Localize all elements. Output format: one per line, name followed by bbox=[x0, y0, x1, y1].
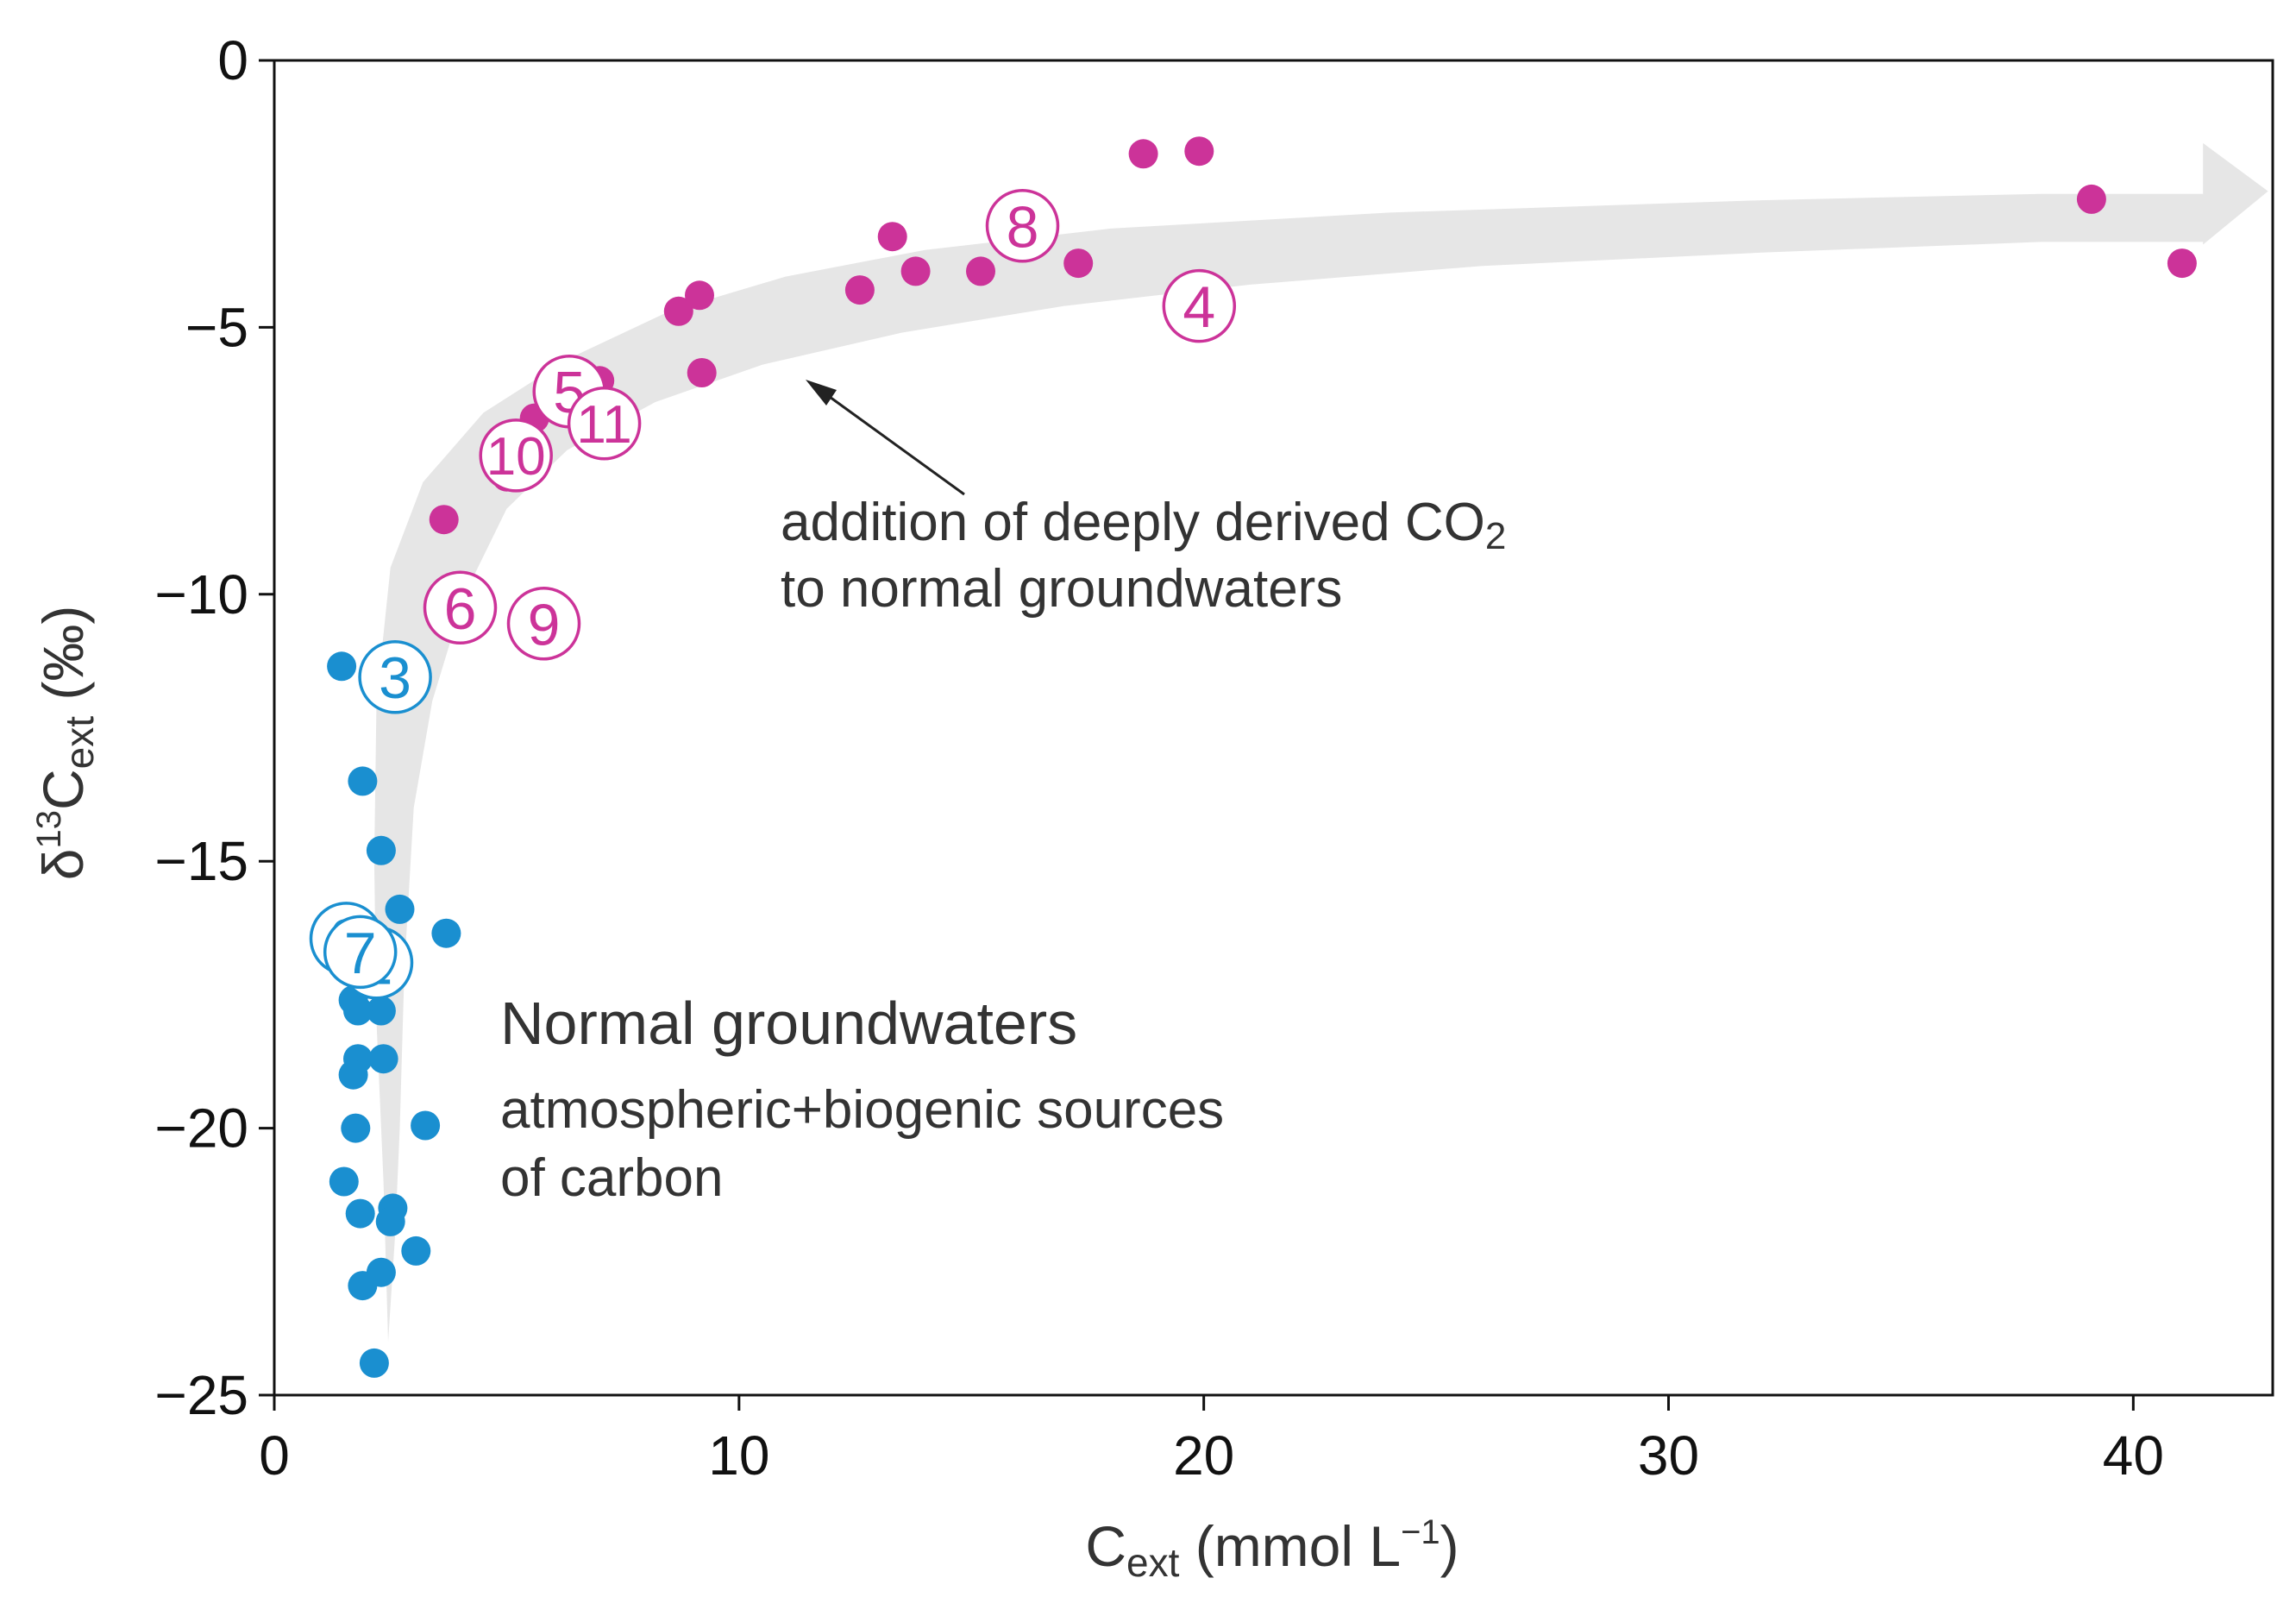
sample-label-number: 11 bbox=[576, 395, 631, 455]
sample-label-9: 9 bbox=[506, 587, 581, 661]
data-point-normal-groundwater bbox=[348, 766, 378, 796]
data-point-normal-groundwater bbox=[401, 1235, 431, 1266]
data-point-normal-groundwater bbox=[366, 996, 396, 1026]
x-axis-title-unit: (mmol L bbox=[1179, 1514, 1401, 1578]
x-axis-title-close: ) bbox=[1440, 1514, 1459, 1578]
data-point-deep-co2 bbox=[1063, 248, 1094, 279]
x-tick-label: 0 bbox=[259, 1424, 290, 1487]
data-point-normal-groundwater bbox=[385, 894, 415, 924]
data-point-normal-groundwater bbox=[359, 1348, 389, 1378]
sample-label-circle bbox=[479, 418, 553, 493]
annotation-arrow-head bbox=[806, 380, 837, 406]
sample-label-circle bbox=[506, 587, 581, 661]
sample-label-number: 4 bbox=[1183, 274, 1215, 340]
data-point-normal-groundwater bbox=[368, 1044, 398, 1074]
x-tick-label: 30 bbox=[1638, 1424, 1699, 1487]
y-tick-label: −15 bbox=[154, 830, 248, 892]
y-axis-title-subscript: ext bbox=[57, 716, 102, 770]
y-tick-label: −20 bbox=[154, 1097, 248, 1160]
normal-groundwaters-line2: of carbon bbox=[500, 1148, 724, 1208]
co2-annotation-line2: to normal groundwaters bbox=[781, 559, 1342, 619]
sample-label-6: 6 bbox=[423, 570, 498, 645]
data-point-normal-groundwater bbox=[338, 1059, 368, 1090]
y-axis-title-delta: δ bbox=[31, 849, 95, 881]
data-point-deep-co2 bbox=[687, 358, 717, 387]
y-axis-title: δ13Cext (‰) bbox=[30, 606, 102, 881]
normal-groundwaters-line1: atmospheric+biogenic sources bbox=[500, 1080, 1224, 1140]
sample-label-number: 10 bbox=[486, 427, 546, 487]
sample-label-4: 4 bbox=[1162, 268, 1237, 343]
data-point-deep-co2 bbox=[1128, 139, 1158, 169]
data-point-normal-groundwater bbox=[411, 1110, 441, 1141]
data-point-deep-co2 bbox=[2076, 184, 2106, 214]
y-axis-title-base: C bbox=[31, 769, 95, 810]
data-point-normal-groundwater bbox=[348, 1271, 378, 1301]
sample-label-number: 6 bbox=[444, 576, 477, 642]
data-point-deep-co2 bbox=[663, 296, 693, 326]
data-point-normal-groundwater bbox=[327, 651, 357, 682]
y-tick-label: 0 bbox=[217, 29, 248, 91]
data-point-normal-groundwater bbox=[366, 835, 396, 865]
sample-label-number: 8 bbox=[1007, 194, 1039, 260]
data-point-normal-groundwater bbox=[343, 996, 373, 1026]
sample-label-number: 3 bbox=[379, 645, 411, 711]
x-axis-title-subscript: ext bbox=[1126, 1540, 1180, 1585]
sample-label-circle bbox=[1162, 268, 1237, 343]
sample-label-number: 9 bbox=[528, 592, 561, 657]
sample-label-layer: 1273456891011 bbox=[309, 189, 1237, 1000]
data-point-deep-co2 bbox=[429, 505, 459, 535]
sample-label-10: 10 bbox=[479, 418, 553, 493]
y-tick-label: −10 bbox=[154, 563, 248, 626]
sample-label-circle bbox=[323, 915, 398, 990]
data-point-normal-groundwater bbox=[431, 918, 461, 948]
sample-label-circle bbox=[423, 570, 498, 645]
x-tick-label: 20 bbox=[1173, 1424, 1234, 1487]
annotation-arrow-line bbox=[823, 391, 965, 496]
sample-label-11: 11 bbox=[567, 387, 642, 461]
co2-annotation-subscript: 2 bbox=[1485, 515, 1506, 557]
data-point-deep-co2 bbox=[844, 275, 875, 305]
data-point-deep-co2 bbox=[900, 256, 931, 286]
x-axis-title-superscript: −1 bbox=[1401, 1513, 1440, 1551]
data-point-deep-co2 bbox=[877, 222, 907, 252]
co2-annotation-main: addition of deeply derived CO bbox=[781, 493, 1485, 552]
x-axis-title: Cext (mmol L−1) bbox=[1085, 1513, 1459, 1585]
y-tick-label: −5 bbox=[185, 296, 248, 358]
sample-label-circle bbox=[985, 189, 1060, 263]
axis-layer: 0 10 20 30 40 0 −5 −10 −15 −20 −25 bbox=[154, 29, 2274, 1487]
plot-frame bbox=[273, 59, 2274, 1397]
x-tick-label: 10 bbox=[708, 1424, 769, 1487]
data-point-deep-co2 bbox=[966, 256, 995, 286]
data-point-deep-co2 bbox=[2167, 248, 2197, 279]
sample-label-3: 3 bbox=[358, 639, 432, 714]
data-point-deep-co2 bbox=[685, 280, 714, 311]
data-point-deep-co2 bbox=[1184, 136, 1214, 167]
sample-label-7: 7 bbox=[323, 915, 398, 990]
x-axis-title-base: C bbox=[1085, 1514, 1126, 1578]
data-point-normal-groundwater bbox=[329, 1166, 359, 1197]
x-tick-label: 40 bbox=[2103, 1424, 2164, 1487]
sample-label-8: 8 bbox=[985, 189, 1060, 263]
y-tick-label: −25 bbox=[154, 1364, 248, 1426]
sample-label-number: 7 bbox=[344, 921, 377, 986]
data-point-normal-groundwater bbox=[375, 1206, 405, 1236]
co2-annotation-line1: addition of deeply derived CO2 bbox=[781, 493, 1506, 557]
sample-label-circle bbox=[567, 387, 642, 461]
y-axis-title-unit: (‰) bbox=[31, 606, 95, 716]
sample-label-circle bbox=[358, 639, 432, 714]
normal-groundwaters-title: Normal groundwaters bbox=[500, 990, 1077, 1057]
y-axis-title-superscript: 13 bbox=[30, 810, 68, 849]
data-point-normal-groundwater bbox=[341, 1113, 371, 1143]
data-point-normal-groundwater bbox=[345, 1198, 375, 1229]
